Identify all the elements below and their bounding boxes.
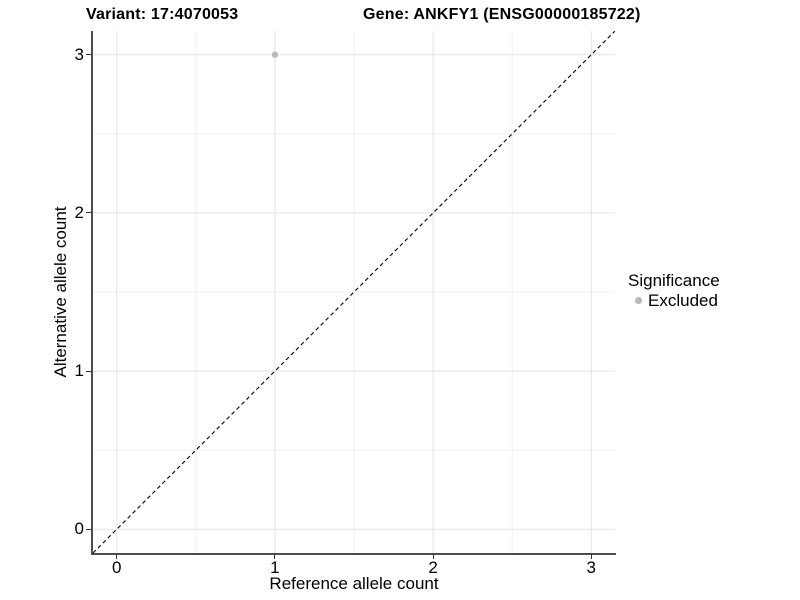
x-tick-mark xyxy=(432,554,434,559)
x-tick-label: 3 xyxy=(586,558,596,577)
legend-item: Excluded xyxy=(628,291,720,310)
y-tick-mark xyxy=(86,212,91,214)
x-axis-title: Reference allele count xyxy=(269,574,439,593)
plot-title-gene: Gene: ANKFY1 (ENSG00000185722) xyxy=(363,6,641,23)
x-tick-mark xyxy=(116,554,118,559)
y-tick-label: 0 xyxy=(74,519,84,539)
x-tick-label: 1 xyxy=(270,558,280,577)
x-tick-label: 0 xyxy=(111,558,122,577)
legend-point-icon xyxy=(635,297,642,304)
legend-item-label: Excluded xyxy=(648,290,718,310)
legend-items: Excluded xyxy=(628,291,720,310)
x-axis-line xyxy=(91,553,616,555)
legend: Significance Excluded xyxy=(628,272,720,310)
plot-title-variant: Variant: 17:4070053 xyxy=(86,6,239,23)
x-tick-mark xyxy=(590,554,592,559)
legend-title: Significance xyxy=(628,271,720,290)
y-tick-label: 2 xyxy=(74,202,84,222)
x-tick-mark xyxy=(274,554,276,559)
y-tick-mark xyxy=(86,528,91,530)
y-tick-mark xyxy=(86,370,91,372)
y-tick-mark xyxy=(86,54,91,56)
plot-panel xyxy=(93,31,615,553)
y-axis-title: Alternative allele count xyxy=(51,206,70,378)
x-tick-label: 2 xyxy=(428,558,438,577)
y-tick-label: 1 xyxy=(74,361,84,381)
y-axis-line xyxy=(91,31,93,555)
y-tick-label: 3 xyxy=(74,44,84,64)
